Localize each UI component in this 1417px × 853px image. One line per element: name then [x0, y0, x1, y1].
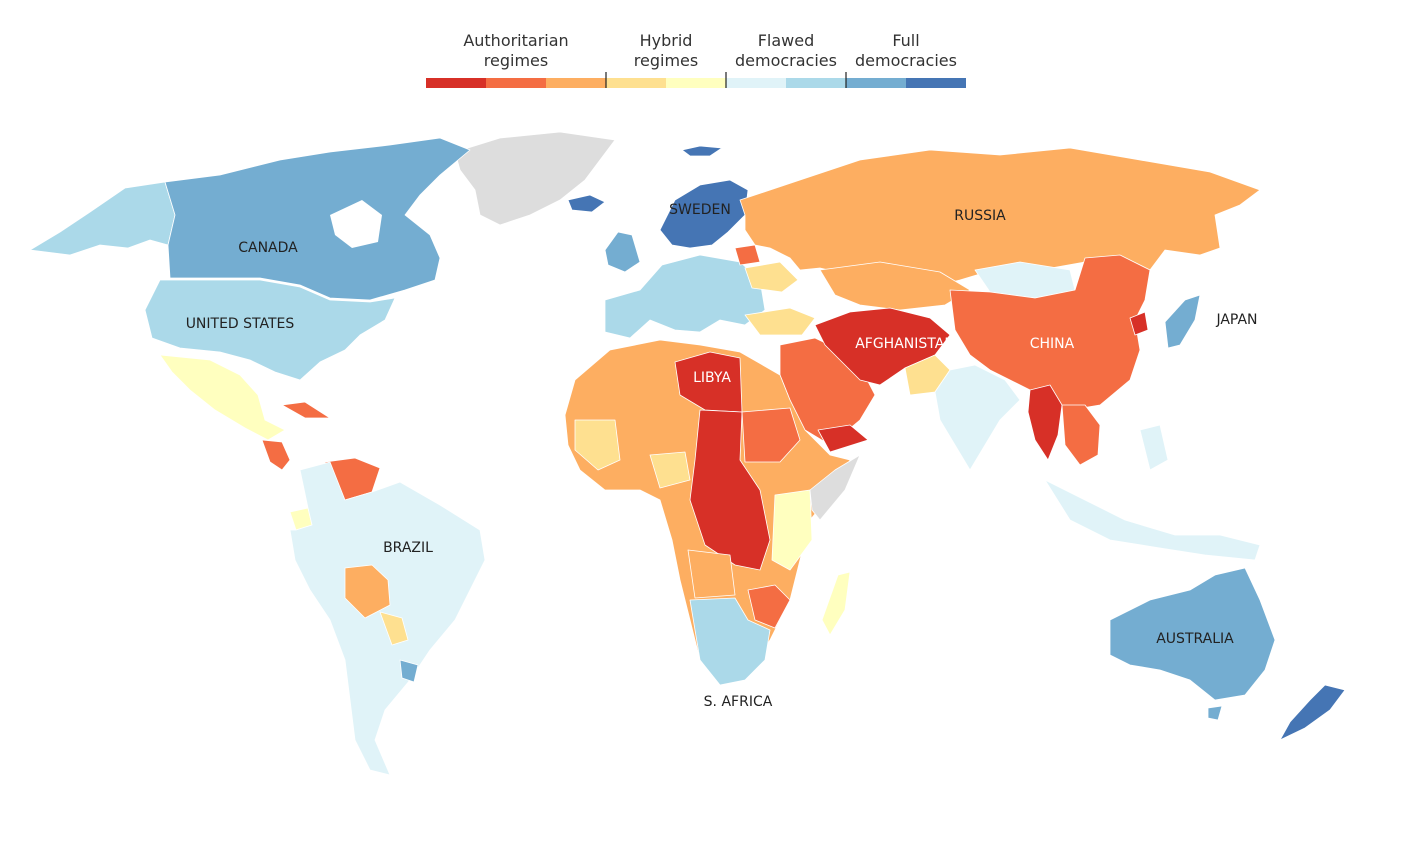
- label-libya: LIBYA: [693, 370, 731, 386]
- cuba-region: [281, 401, 331, 419]
- hudson-bay-water: [330, 200, 382, 248]
- east-africa-region: [771, 489, 813, 571]
- legend-full-line1: Full: [892, 31, 919, 50]
- tasmania-region: [1207, 705, 1223, 721]
- legend-swatch-7: [786, 78, 846, 88]
- ukraine-region: [744, 261, 799, 293]
- label-brazil: BRAZIL: [383, 540, 433, 556]
- countries-layer: [29, 131, 1346, 776]
- madagascar-region: [821, 571, 851, 636]
- legend-swatch-1: [426, 78, 486, 88]
- label-south-africa: S. AFRICA: [704, 694, 773, 710]
- legend-swatch-6: [726, 78, 786, 88]
- japan-region: [1164, 294, 1201, 349]
- legend-full-line2: democracies: [855, 51, 957, 70]
- legend-flawed-line1: Flawed: [758, 31, 815, 50]
- north-korea-region: [1129, 311, 1149, 336]
- label-china: CHINA: [1030, 336, 1075, 352]
- united-states-region: [144, 279, 396, 381]
- legend-swatch-4: [606, 78, 666, 88]
- central-america-region: [261, 439, 291, 471]
- angola-region: [687, 549, 736, 599]
- legend-hybrid-line1: Hybrid: [640, 31, 693, 50]
- west-africa-region: [574, 419, 621, 471]
- legend: Authoritarian regimes Hybrid regimes Fla…: [426, 31, 966, 88]
- kazakhstan-region: [819, 261, 971, 311]
- greenland-region: [454, 131, 616, 226]
- paraguay-region: [379, 611, 409, 646]
- southern-africa-region: [689, 597, 771, 686]
- label-afghanistan: AFGHANISTAN: [855, 336, 955, 352]
- central-africa-region: [689, 409, 771, 571]
- british-isles-region: [604, 231, 641, 273]
- indochina-region: [1061, 404, 1101, 466]
- new-zealand-region: [1279, 684, 1346, 741]
- canada-region: [164, 137, 471, 301]
- label-australia: AUSTRALIA: [1156, 631, 1234, 647]
- legend-swatch-8: [846, 78, 906, 88]
- legend-color-scale: [426, 78, 966, 88]
- western-europe-region: [604, 254, 766, 339]
- svalbard-region: [681, 145, 723, 157]
- uruguay-region: [399, 659, 419, 683]
- somalia-region: [809, 454, 861, 521]
- label-japan: JAPAN: [1215, 312, 1257, 328]
- yemen-region: [817, 424, 869, 453]
- alaska-region: [29, 181, 176, 256]
- legend-authoritarian-line2: regimes: [484, 51, 548, 70]
- philippines-region: [1139, 424, 1169, 471]
- china-region: [949, 254, 1151, 411]
- legend-swatch-3: [546, 78, 606, 88]
- legend-authoritarian-line1: Authoritarian: [463, 31, 568, 50]
- legend-swatch-9: [906, 78, 966, 88]
- iceland-region: [567, 194, 606, 213]
- legend-hybrid-line2: regimes: [634, 51, 698, 70]
- mexico-region: [159, 354, 286, 441]
- southeast-asia-islands-region: [1044, 479, 1261, 561]
- label-sweden: SWEDEN: [669, 202, 731, 218]
- bolivia-region: [344, 564, 391, 619]
- legend-flawed-line2: democracies: [735, 51, 837, 70]
- australia-region: [1109, 567, 1276, 701]
- country-labels: CANADA UNITED STATES BRAZIL SWEDEN RUSSI…: [186, 202, 1258, 710]
- belarus-region: [734, 244, 761, 266]
- legend-swatch-5: [666, 78, 726, 88]
- legend-swatch-2: [486, 78, 546, 88]
- nigeria-region: [649, 451, 691, 489]
- turkey-region: [744, 307, 816, 336]
- myanmar-region: [1027, 384, 1063, 461]
- india-region: [934, 364, 1021, 471]
- label-united-states: UNITED STATES: [186, 316, 295, 332]
- label-canada: CANADA: [238, 240, 298, 256]
- mozambique-region: [747, 584, 791, 629]
- sudan-region: [741, 407, 801, 463]
- label-russia: RUSSIA: [954, 208, 1006, 224]
